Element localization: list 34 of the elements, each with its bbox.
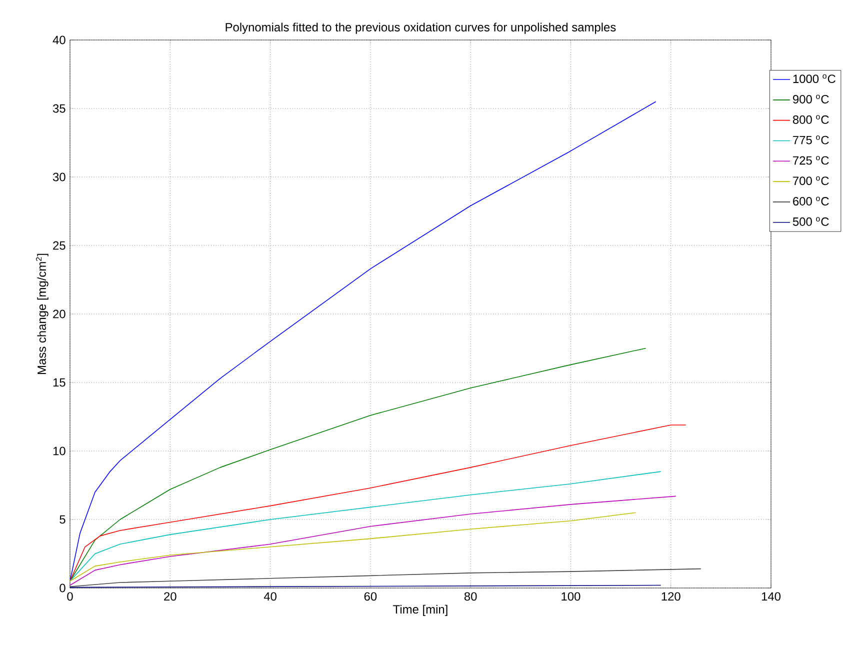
line-series xyxy=(70,101,656,582)
x-tick-label: 60 xyxy=(364,592,377,601)
legend-label: 1000 $^{o}$C xyxy=(793,74,836,84)
line-series xyxy=(70,496,676,586)
legend-label: 725 $^{o}$C xyxy=(793,156,829,165)
x-tick-label: 100 xyxy=(562,592,580,601)
y-tick-label: 35 xyxy=(52,104,66,113)
legend-label: 700 $^{o}$C xyxy=(793,176,829,186)
legend-label: 900 $^{o}$C xyxy=(793,94,829,104)
x-axis-title: Time [min] xyxy=(393,604,448,616)
line-series xyxy=(70,424,686,582)
x-tick-label: 0 xyxy=(67,592,73,601)
y-tick-label: 10 xyxy=(53,446,66,456)
x-tick-label: 40 xyxy=(264,592,276,601)
y-tick-label: 25 xyxy=(53,241,66,250)
line-series xyxy=(70,512,636,582)
legend-label: 600 $^{o}$C xyxy=(793,196,829,206)
y-axis-title: Mass change [mg/cm$^{2}$] xyxy=(36,254,48,374)
line-series xyxy=(70,471,662,582)
y-tick-label: 20 xyxy=(53,310,66,318)
y-tick-label: 5 xyxy=(60,515,66,524)
chart-title: Polynomials fitted to the previous oxidation curves for unpolished samples xyxy=(226,22,616,34)
line-series xyxy=(70,568,702,588)
legend-label: 500 $^{o}$C xyxy=(792,217,829,226)
y-tick-label: 30 xyxy=(52,172,66,182)
legend-label: 775 $^{o}$C xyxy=(793,136,829,144)
x-tick-label: 20 xyxy=(164,592,176,601)
y-tick-label: 40 xyxy=(52,36,66,44)
x-tick-label: 120 xyxy=(662,592,680,601)
x-tick-label: 140 xyxy=(762,592,781,601)
y-tick-label: 15 xyxy=(53,378,66,387)
x-tick-label: 80 xyxy=(464,592,477,601)
legend-label: 800 $^{o}$C xyxy=(792,115,829,124)
y-tick-label: 0 xyxy=(60,584,66,592)
